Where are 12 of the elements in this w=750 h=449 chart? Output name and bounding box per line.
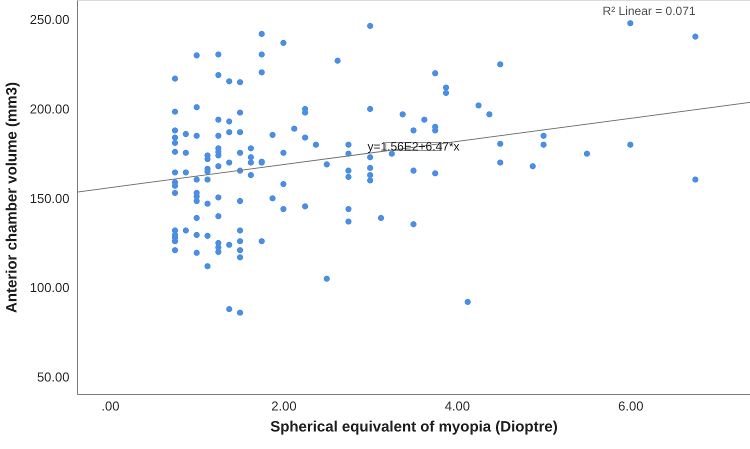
y-tick-label: 200.00 [30, 102, 70, 116]
y-axis-title: Anterior chamber volume (mm3) [4, 82, 21, 313]
x-tick-label: .00 [101, 398, 120, 414]
y-tick-label: 100.00 [30, 280, 70, 296]
y-tick-label: 150.00 [30, 190, 70, 206]
y-tick-label: 50.00 [36, 370, 70, 385]
x-tick-label: 6.00 [618, 398, 644, 414]
y-tick-label: 250.00 [30, 12, 70, 28]
x-tick-label: 2.00 [271, 398, 297, 414]
x-axis-title: Spherical equivalent of myopia (Dioptre) [270, 418, 558, 436]
x-tick-label: 4.00 [444, 398, 470, 414]
annotation: R² Linear = 0.071 [602, 4, 696, 18]
